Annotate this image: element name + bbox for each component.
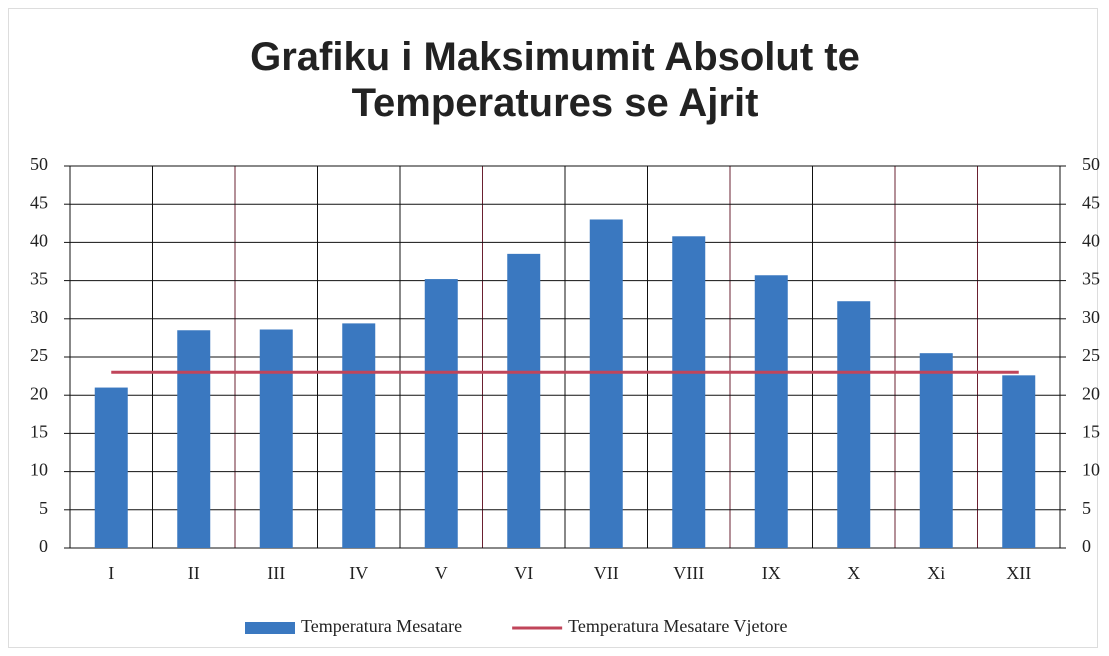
bar (342, 323, 376, 548)
bar (754, 275, 788, 548)
x-tick-label: XII (1006, 563, 1031, 583)
y-tick-label: 35 (30, 269, 48, 289)
y2-tick-label: 45 (1082, 192, 1100, 212)
x-tick-label: X (847, 563, 860, 583)
y2-tick-label: 40 (1082, 231, 1100, 251)
bar (507, 253, 541, 549)
x-tick-label: IX (762, 563, 781, 583)
y2-tick-label: 25 (1082, 345, 1100, 365)
bar (94, 387, 128, 548)
y-tick-label: 50 (30, 154, 48, 174)
bar (837, 301, 871, 548)
y2-tick-label: 30 (1082, 307, 1100, 327)
y2-tick-label: 15 (1082, 422, 1100, 442)
x-tick-label: VI (514, 563, 533, 583)
y2-tick-label: 0 (1082, 536, 1091, 556)
y2-tick-label: 20 (1082, 383, 1100, 403)
y-tick-label: 30 (30, 307, 48, 327)
y-tick-label: 40 (30, 231, 48, 251)
bar (177, 330, 211, 548)
x-tick-label: VII (594, 563, 619, 583)
legend-swatch (245, 622, 295, 634)
y-tick-label: 0 (39, 536, 48, 556)
bar (672, 236, 706, 548)
y2-tick-label: 50 (1082, 154, 1100, 174)
bar (259, 329, 293, 548)
x-tick-label: IV (349, 563, 368, 583)
y-tick-label: 25 (30, 345, 48, 365)
x-tick-label: III (267, 563, 285, 583)
y-tick-label: 10 (30, 460, 48, 480)
x-tick-label: Xi (927, 563, 945, 583)
chart-title: Grafiku i Maksimumit Absolut te Temperat… (250, 35, 860, 125)
y-tick-label: 15 (30, 422, 48, 442)
bar (919, 353, 953, 548)
y2-tick-label: 5 (1082, 498, 1091, 518)
x-tick-label: I (108, 563, 114, 583)
y-tick-label: 5 (39, 498, 48, 518)
bar (1002, 375, 1036, 548)
y2-tick-label: 10 (1082, 460, 1100, 480)
y-tick-label: 45 (30, 192, 48, 212)
chart-frame (8, 8, 1098, 648)
y-tick-label: 20 (30, 383, 48, 403)
y2-tick-label: 35 (1082, 269, 1100, 289)
x-tick-label: VIII (673, 563, 704, 583)
legend-label: Temperatura Mesatare Vjetore (568, 616, 787, 636)
bar (589, 219, 623, 549)
bar (424, 279, 458, 548)
x-tick-label: II (188, 563, 200, 583)
x-tick-label: V (435, 563, 448, 583)
legend-label: Temperatura Mesatare (301, 616, 462, 636)
